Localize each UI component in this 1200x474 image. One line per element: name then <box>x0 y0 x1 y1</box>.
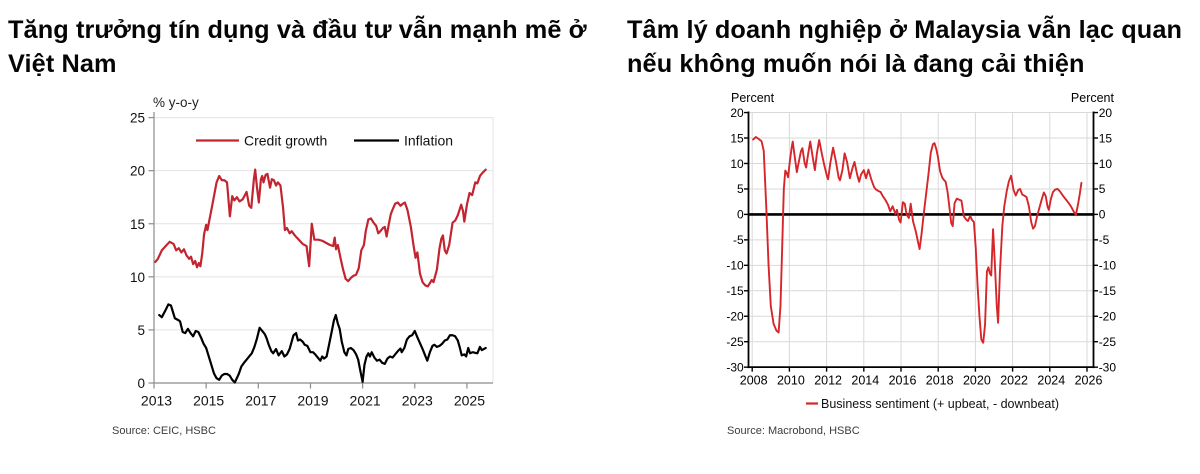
x-tick-label: 2017 <box>245 393 276 409</box>
x-tick-label: 2010 <box>777 373 805 387</box>
x-tick-label: 2021 <box>350 393 381 409</box>
right-chart-title-line2: nếu không muốn nói là đang cải thiện <box>627 50 1085 78</box>
y-tick-label-left: -20 <box>726 310 744 324</box>
x-tick-label: 2008 <box>740 373 768 387</box>
y-axis-unit-label: % y-o-y <box>153 95 199 110</box>
x-tick-label: 2022 <box>1000 373 1028 387</box>
x-tick-label: 2012 <box>814 373 842 387</box>
y-tick-label: 25 <box>130 111 145 126</box>
right-chart-title-line1: Tâm lý doanh nghiệp ở Malaysia vẫn lạc q… <box>627 16 1183 44</box>
x-tick-label: 2024 <box>1037 373 1065 387</box>
y-tick-label-left: 15 <box>730 131 744 145</box>
series-business-sentiment <box>752 136 1083 344</box>
y-tick-label: 5 <box>137 323 145 338</box>
right-chart-title: Tâm lý doanh nghiệp ở Malaysia vẫn lạc q… <box>627 13 1182 81</box>
y-tick-label: 20 <box>130 164 145 179</box>
x-tick-label: 2020 <box>963 373 991 387</box>
y-tick-label-left: 0 <box>737 208 744 222</box>
x-tick-label: 2019 <box>297 393 328 409</box>
y-tick-label-right: -30 <box>1099 360 1117 374</box>
x-tick-label: 2026 <box>1075 373 1103 387</box>
right-chart-source: Source: Macrobond, HSBC <box>727 425 860 437</box>
y-tick-label: 10 <box>130 270 145 285</box>
left-chart-source: Source: CEIC, HSBC <box>112 425 216 437</box>
x-tick-label: 2023 <box>402 393 433 409</box>
x-tick-label: 2025 <box>454 393 485 409</box>
left-chart-title: Tăng trưởng tín dụng và đầu tư vẫn mạnh … <box>8 13 587 81</box>
y-tick-label-left: 10 <box>730 157 744 171</box>
y-tick-label-left: -10 <box>726 259 744 273</box>
y-tick-label-right: 5 <box>1099 182 1106 196</box>
series-credit-growth <box>154 168 487 288</box>
y-tick-label-right: -5 <box>1099 233 1110 247</box>
x-tick-label: 2016 <box>889 373 917 387</box>
x-tick-label: 2013 <box>141 393 172 409</box>
y-tick-label-left: -25 <box>726 335 744 349</box>
x-tick-label: 2014 <box>851 373 879 387</box>
y-tick-label: 15 <box>130 217 145 232</box>
left-chart-title-line1: Tăng trưởng tín dụng và đầu tư vẫn mạnh … <box>8 16 587 44</box>
y-tick-label-left: 20 <box>730 106 744 120</box>
y-axis-unit-label-right: Percent <box>1071 91 1115 105</box>
left-chart-title-line2: Việt Nam <box>8 50 117 78</box>
y-tick-label-right: 0 <box>1099 208 1106 222</box>
y-tick-label-right: 20 <box>1099 106 1113 120</box>
x-tick-label: 2015 <box>193 393 224 409</box>
y-tick-label-right: 15 <box>1099 131 1113 145</box>
series-inflation <box>158 303 487 384</box>
y-tick-label-left: -30 <box>726 360 744 374</box>
x-tick-label: 2018 <box>926 373 954 387</box>
business-sentiment-chart: -30 -30 -25 -25 -20 -20 -15 -15 -10 -10 -5 -5 0 0 5 5 10… <box>726 91 1116 411</box>
y-tick-label-right: -25 <box>1099 335 1117 349</box>
legend-label: Inflation <box>404 133 453 149</box>
y-tick-label-left: 5 <box>737 182 744 196</box>
y-tick-label-right: -10 <box>1099 259 1117 273</box>
y-tick-label-right: -15 <box>1099 284 1117 298</box>
y-tick-label-left: -15 <box>726 284 744 298</box>
legend-label: Business sentiment (+ upbeat, - downbeat… <box>821 397 1059 411</box>
y-tick-label-right: 10 <box>1099 157 1113 171</box>
y-tick-label-right: -20 <box>1099 310 1117 324</box>
y-tick-label: 0 <box>137 376 145 391</box>
legend-label: Credit growth <box>244 133 327 149</box>
y-axis-unit-label-left: Percent <box>731 91 775 105</box>
y-tick-label-left: -5 <box>733 233 744 247</box>
